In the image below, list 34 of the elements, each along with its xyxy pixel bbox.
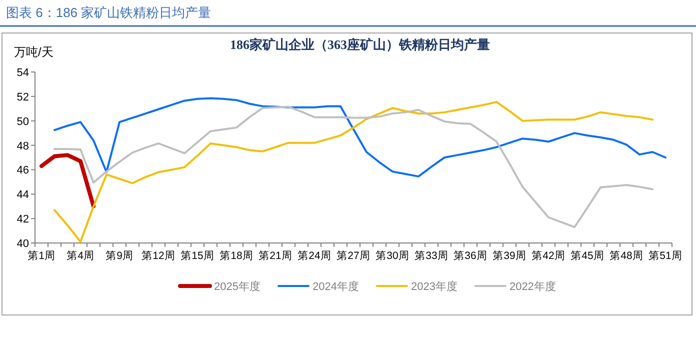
y-tick-label: 40 bbox=[16, 238, 29, 250]
x-tick-label: 第15周 bbox=[180, 250, 214, 262]
x-tick-label: 第18周 bbox=[220, 250, 254, 262]
legend-label: 2025年度 bbox=[214, 280, 260, 293]
y-tick-label: 48 bbox=[16, 140, 29, 152]
x-tick-label: 第21周 bbox=[258, 250, 292, 262]
x-tick-label: 第4周 bbox=[66, 250, 94, 262]
y-tick-label: 42 bbox=[16, 214, 29, 226]
x-tick-label: 第36周 bbox=[454, 250, 488, 262]
line-series bbox=[54, 97, 666, 178]
y-tick-label: 50 bbox=[16, 116, 29, 128]
x-tick-label: 第48周 bbox=[610, 250, 644, 262]
x-tick-label: 第42周 bbox=[532, 250, 566, 262]
x-tick-label: 第33周 bbox=[414, 250, 448, 262]
y-tick-label: 44 bbox=[16, 189, 29, 202]
y-tick-label: 54 bbox=[16, 67, 29, 79]
y-axis-title: 万吨/天 bbox=[14, 45, 54, 59]
x-tick-label: 第1周 bbox=[28, 250, 56, 262]
x-tick-label: 第12周 bbox=[142, 250, 176, 262]
chart-title: 186家矿山企业（363座矿山）铁精粉日均产量 bbox=[230, 37, 490, 52]
legend-label: 2024年度 bbox=[312, 280, 359, 293]
x-tick-label: 第39周 bbox=[492, 250, 526, 262]
x-tick-label: 第51周 bbox=[648, 250, 682, 262]
x-tick-label: 第30周 bbox=[376, 250, 410, 262]
y-tick-label: 46 bbox=[16, 164, 29, 177]
legend-label: 2022年度 bbox=[509, 280, 556, 293]
legend-label: 2023年度 bbox=[410, 280, 458, 293]
x-tick-label: 第45周 bbox=[570, 250, 604, 262]
text: 图表 6：186 家矿山铁精粉日均产量 bbox=[6, 5, 212, 20]
x-tick-label: 第27周 bbox=[336, 250, 370, 262]
x-tick-label: 第9周 bbox=[106, 250, 134, 262]
line-series bbox=[40, 153, 96, 208]
y-tick-label: 52 bbox=[16, 91, 29, 104]
x-tick-label: 第24周 bbox=[298, 250, 332, 262]
